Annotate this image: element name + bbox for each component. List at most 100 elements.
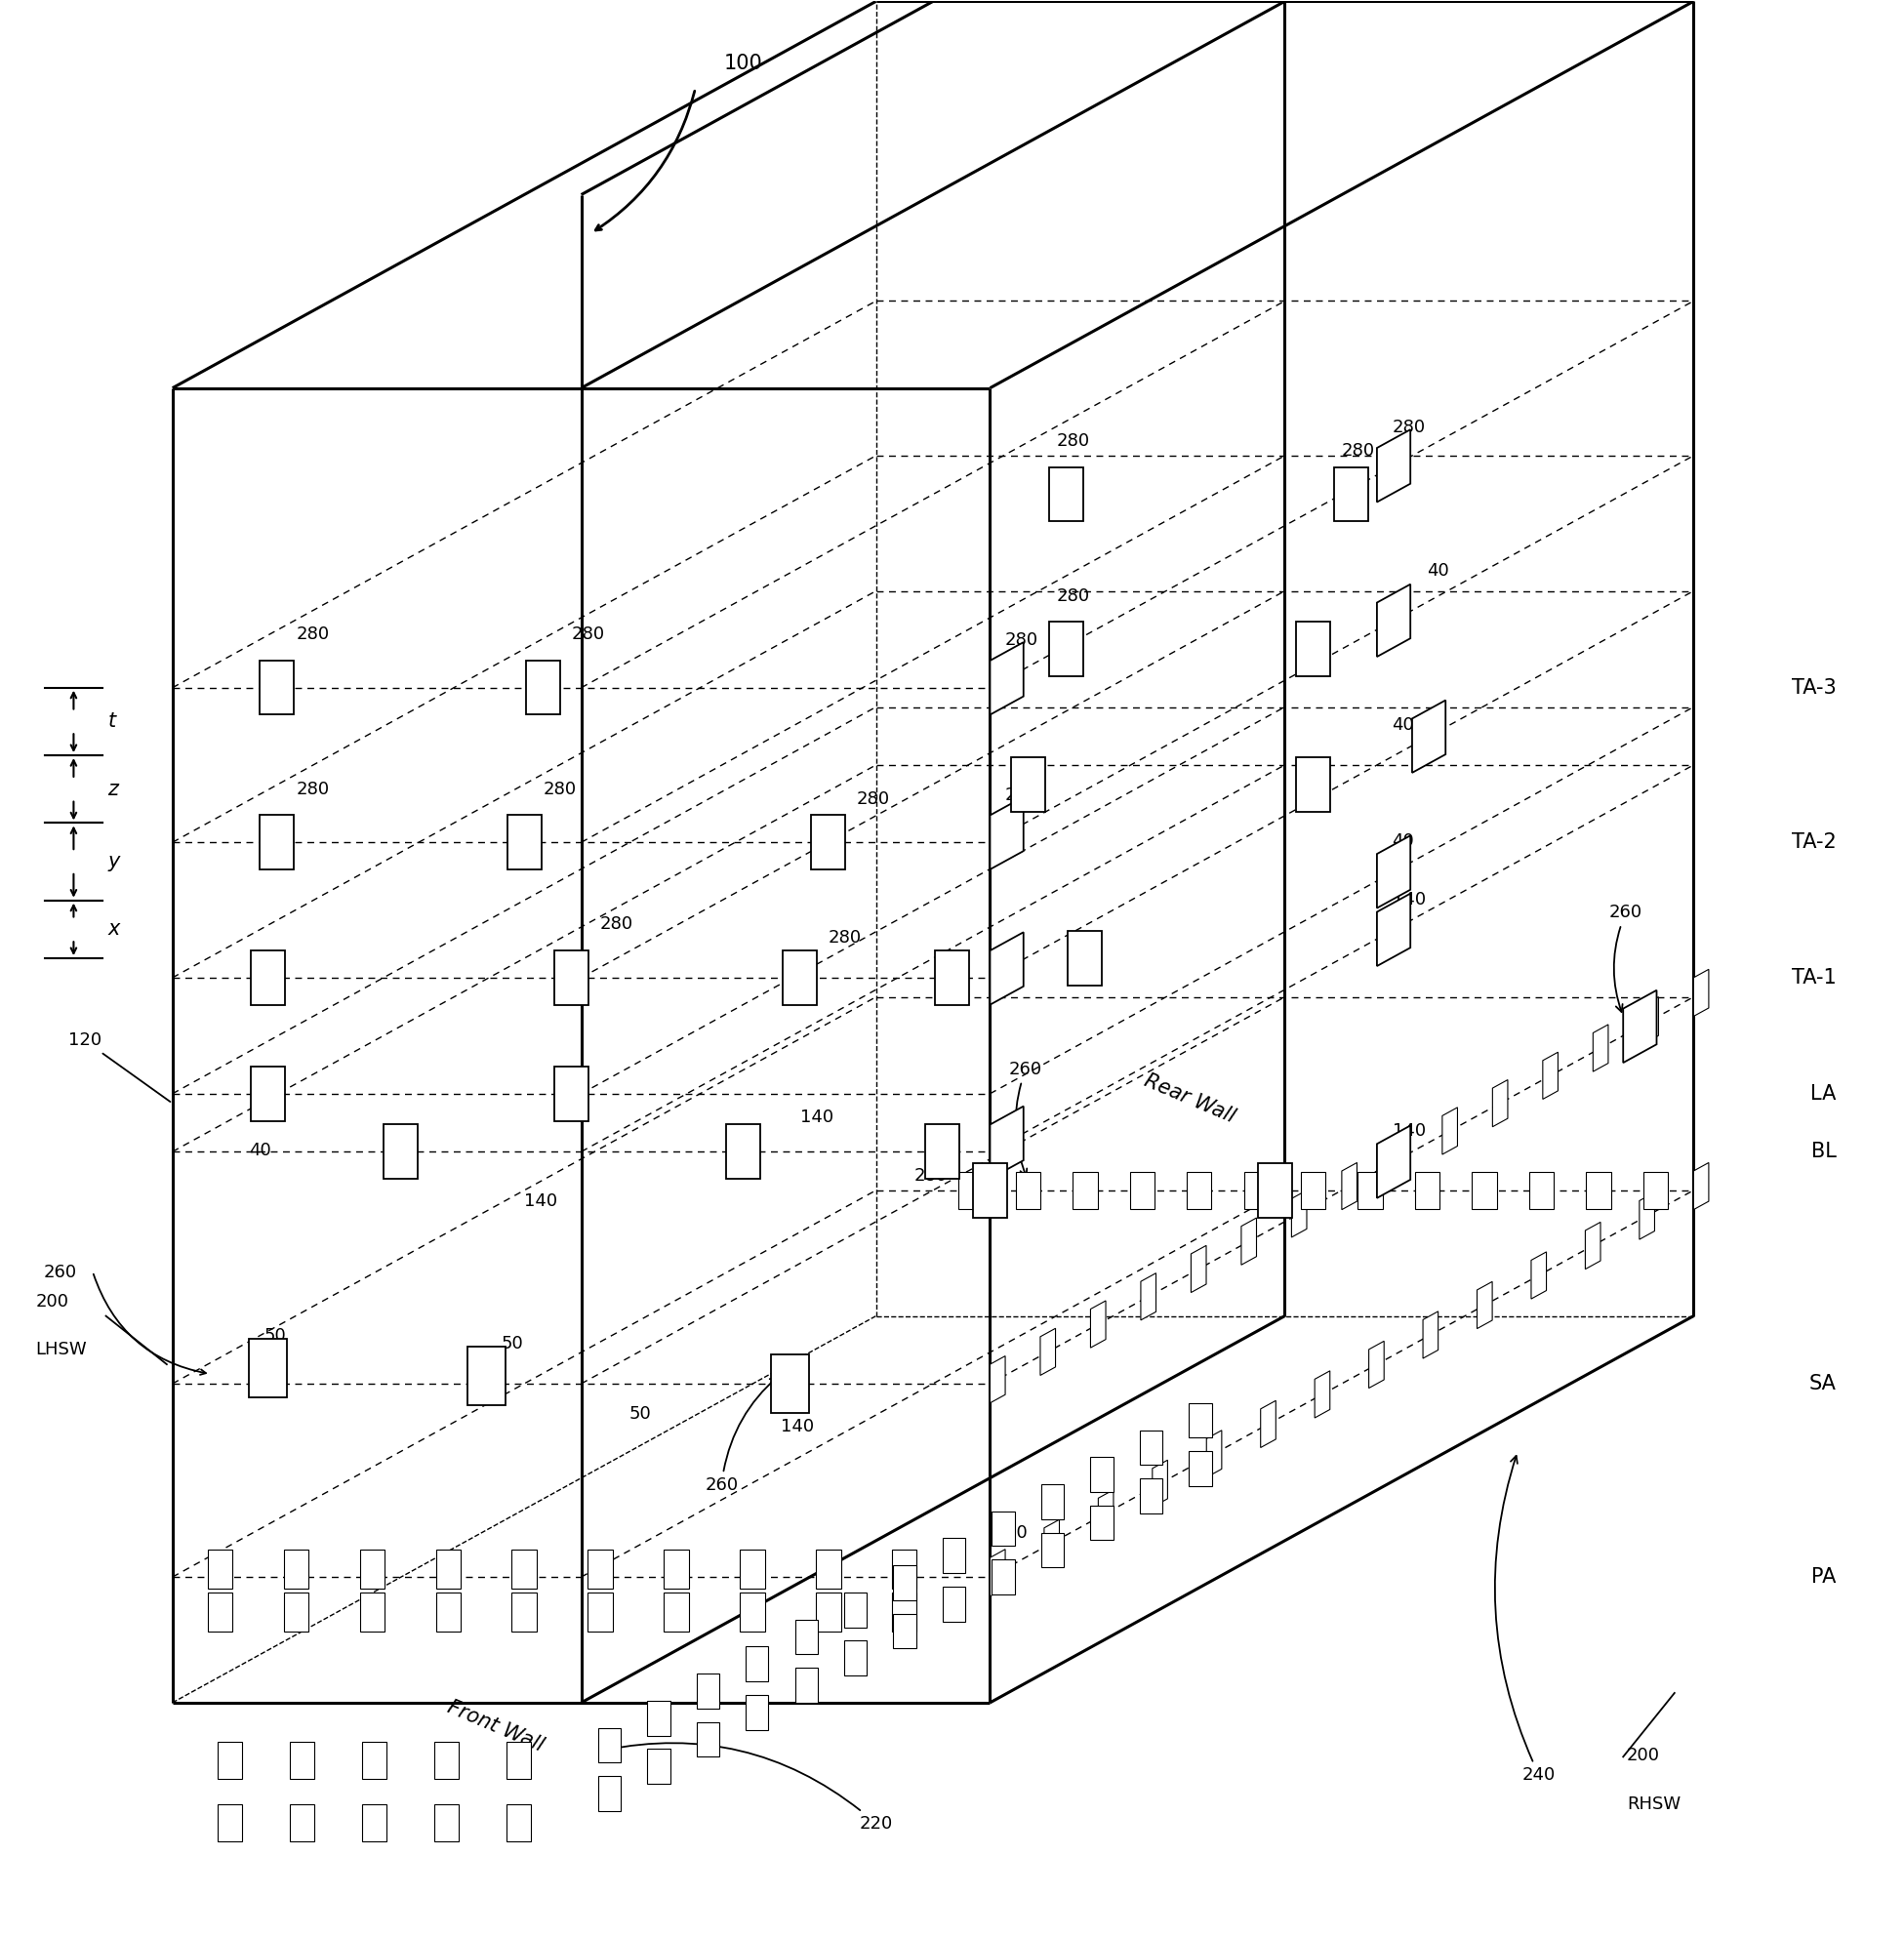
Text: 280: 280 (1392, 418, 1426, 436)
Bar (796, 1620, 819, 1655)
Text: TA-3: TA-3 (1792, 678, 1835, 697)
Bar (1297, 621, 1331, 676)
Bar (1259, 1164, 1293, 1218)
Bar (1529, 1171, 1554, 1208)
Text: LA: LA (1811, 1084, 1835, 1104)
Polygon shape (1043, 1520, 1059, 1566)
Polygon shape (1291, 1191, 1306, 1237)
Bar (893, 1566, 916, 1601)
Bar (1188, 1404, 1211, 1438)
Bar (817, 1551, 842, 1589)
Polygon shape (1377, 836, 1411, 908)
Bar (588, 1593, 613, 1632)
Bar (506, 1804, 531, 1841)
Polygon shape (1377, 894, 1411, 966)
Text: 280: 280 (295, 780, 329, 798)
Polygon shape (1413, 701, 1445, 772)
Polygon shape (1260, 1400, 1276, 1448)
Polygon shape (990, 1549, 1005, 1597)
Polygon shape (1091, 1301, 1106, 1347)
Bar (436, 1551, 461, 1589)
Bar (647, 1748, 670, 1783)
Polygon shape (1586, 1222, 1601, 1270)
Bar (697, 1673, 720, 1708)
Text: x: x (109, 920, 120, 939)
Text: 120: 120 (69, 1032, 169, 1102)
Bar (251, 1067, 284, 1121)
Bar (958, 1171, 982, 1208)
Bar (1041, 1485, 1064, 1520)
Bar (383, 1125, 417, 1179)
Bar (647, 1700, 670, 1735)
Text: 280: 280 (857, 790, 891, 807)
Bar (796, 1667, 819, 1702)
Text: BL: BL (1811, 1142, 1835, 1162)
Polygon shape (1192, 1245, 1207, 1293)
Bar (771, 1355, 809, 1413)
Bar (1011, 757, 1045, 811)
Bar (942, 1588, 965, 1622)
Bar (436, 1593, 461, 1632)
Bar (973, 1164, 1007, 1218)
Bar (893, 1615, 916, 1649)
Bar (1140, 1431, 1163, 1466)
Bar (261, 815, 293, 869)
Text: 50: 50 (796, 1669, 817, 1686)
Polygon shape (1531, 1253, 1546, 1299)
Bar (1415, 1171, 1439, 1208)
Text: 140: 140 (524, 1193, 558, 1210)
Polygon shape (990, 1105, 1024, 1179)
Bar (289, 1804, 314, 1841)
Text: 50: 50 (265, 1328, 286, 1346)
Bar (512, 1593, 537, 1632)
Bar (284, 1551, 308, 1589)
Text: 50: 50 (1005, 1526, 1028, 1543)
Polygon shape (1392, 1134, 1407, 1183)
Bar (817, 1593, 842, 1632)
Bar (1300, 1171, 1325, 1208)
Bar (942, 1539, 965, 1574)
Text: 280: 280 (571, 625, 605, 643)
Bar (506, 1742, 531, 1779)
Bar (1297, 757, 1331, 811)
Text: 260: 260 (1609, 904, 1643, 1013)
Polygon shape (990, 798, 1024, 869)
Bar (261, 660, 293, 714)
Polygon shape (990, 1355, 1005, 1404)
Polygon shape (1622, 989, 1656, 1063)
Polygon shape (1478, 1282, 1493, 1328)
Bar (1188, 1452, 1211, 1487)
Bar (526, 660, 560, 714)
Text: t: t (109, 712, 116, 732)
Bar (992, 1512, 1015, 1547)
Polygon shape (1441, 1107, 1457, 1154)
Polygon shape (1377, 430, 1411, 501)
Text: y: y (109, 852, 120, 871)
Text: 280: 280 (1005, 631, 1038, 649)
Bar (434, 1742, 459, 1779)
Text: 40: 40 (1392, 716, 1415, 734)
Text: 280: 280 (295, 625, 329, 643)
Bar (208, 1551, 232, 1589)
Polygon shape (990, 643, 1024, 714)
Text: 260: 260 (704, 1376, 777, 1495)
Bar (554, 1067, 588, 1121)
Bar (1472, 1171, 1497, 1208)
Polygon shape (1643, 997, 1658, 1044)
Bar (843, 1593, 866, 1628)
Bar (664, 1551, 689, 1589)
Text: 200: 200 (36, 1293, 69, 1311)
Bar (1068, 931, 1102, 985)
Bar (1049, 467, 1083, 521)
Text: 50: 50 (501, 1336, 524, 1353)
Text: 220: 220 (605, 1742, 893, 1831)
Bar (1335, 467, 1369, 521)
Bar (1243, 1171, 1268, 1208)
Bar (217, 1742, 242, 1779)
Text: 280: 280 (600, 916, 634, 933)
Bar (360, 1551, 385, 1589)
Bar (925, 1125, 960, 1179)
Bar (1140, 1479, 1163, 1514)
Text: LHSW: LHSW (36, 1342, 88, 1359)
Text: 140: 140 (1392, 1123, 1426, 1140)
